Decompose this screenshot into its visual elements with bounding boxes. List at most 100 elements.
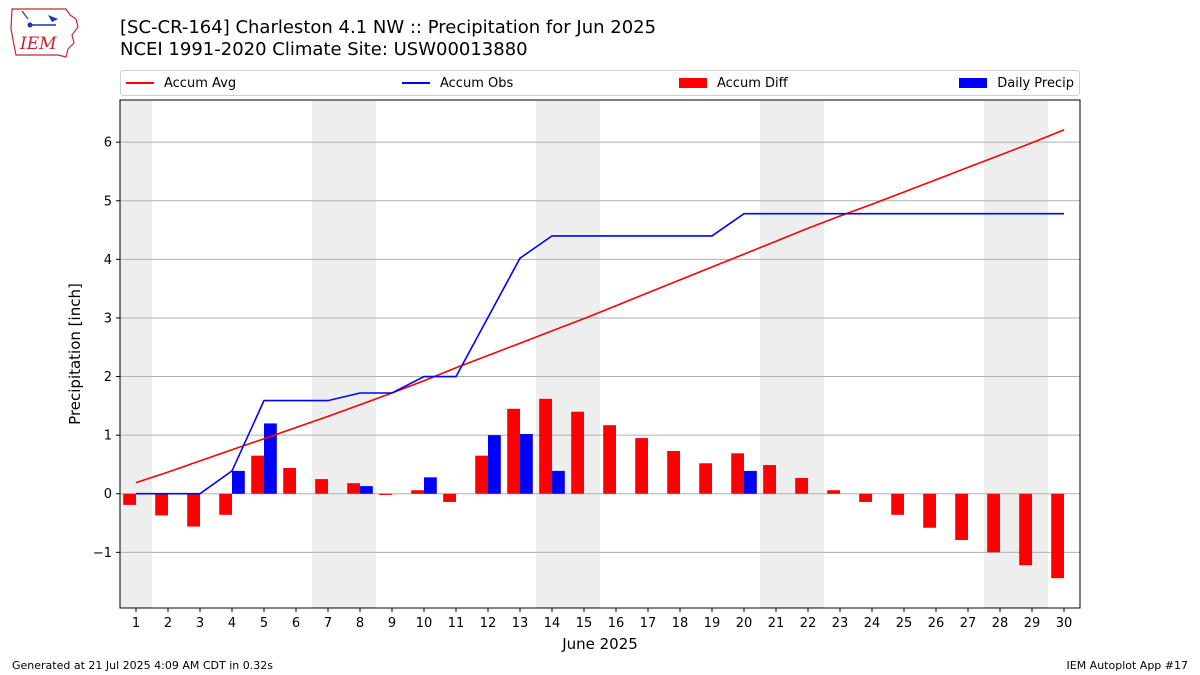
iem-logo: IEM	[8, 5, 80, 59]
iowa-state-outline-icon: IEM	[10, 8, 79, 58]
x-tick-label-27: 27	[960, 616, 977, 631]
footer-generated-text: Generated at 21 Jul 2025 4:09 AM CDT in …	[12, 659, 273, 672]
footer-app-text: IEM Autoplot App #17	[1066, 659, 1189, 672]
weekend-shade-day-8	[344, 100, 376, 608]
y-tick-label-2: 2	[104, 370, 112, 385]
y-tick-label-1: 1	[104, 429, 112, 444]
accum-diff-bar-day-7	[315, 479, 328, 494]
accum-diff-bar-day-6	[283, 467, 296, 494]
accum-diff-bar-day-11	[443, 493, 456, 502]
accum-diff-bar-day-22	[795, 477, 808, 494]
chart-title-block: [SC-CR-164] Charleston 4.1 NW :: Precipi…	[120, 17, 656, 61]
chart-title: [SC-CR-164] Charleston 4.1 NW :: Precipi…	[120, 17, 657, 38]
daily-precip-bar-day-8	[360, 486, 373, 494]
legend-label-accum-obs: Accum Obs	[440, 75, 514, 91]
x-tick-label-17: 17	[640, 616, 657, 631]
x-tick-label-4: 4	[228, 616, 236, 631]
x-tick-label-16: 16	[608, 616, 625, 631]
legend-swatch-accum-obs	[402, 82, 430, 84]
x-tick-label-6: 6	[292, 616, 300, 631]
weekend-shade-day-1	[120, 100, 152, 608]
accum-diff-bar-day-10	[411, 490, 424, 494]
accum-diff-bar-day-9	[379, 493, 392, 495]
accum-diff-bar-day-14	[539, 398, 552, 494]
accum-diff-bar-day-29	[1019, 493, 1032, 566]
weekend-shade-day-14	[536, 100, 568, 608]
x-tick-label-30: 30	[1056, 616, 1073, 631]
x-tick-label-22: 22	[800, 616, 817, 631]
chart-subtitle: NCEI 1991-2020 Climate Site: USW00013880	[120, 39, 528, 60]
x-tick-label-29: 29	[1024, 616, 1041, 631]
accum-diff-bar-day-27	[955, 493, 968, 541]
x-tick-label-11: 11	[448, 616, 465, 631]
daily-precip-bar-day-10	[424, 477, 437, 494]
x-tick-label-8: 8	[356, 616, 364, 631]
weekend-shade-day-15	[568, 100, 600, 608]
accum-diff-bar-day-3	[187, 493, 200, 527]
accum-diff-bar-day-26	[923, 493, 936, 528]
legend-item-accum-obs: Accum Obs	[402, 74, 513, 92]
y-axis-label: Precipitation [inch]	[66, 283, 84, 425]
legend-item-accum-avg: Accum Avg	[126, 74, 236, 92]
x-tick-label-2: 2	[164, 616, 172, 631]
plot-frame	[119, 99, 1081, 609]
accum-diff-bar-day-20	[731, 453, 744, 494]
x-tick-label-3: 3	[196, 616, 204, 631]
y-tick-label-3: 3	[104, 311, 112, 326]
x-tick-label-9: 9	[388, 616, 396, 631]
accum-diff-bar-day-8	[347, 483, 360, 494]
y-tick-label-4: 4	[104, 253, 112, 268]
x-tick-label-1: 1	[132, 616, 140, 631]
y-tick-label-0: 0	[104, 487, 112, 502]
x-tick-label-14: 14	[544, 616, 561, 631]
daily-precip-bar-day-14	[552, 470, 565, 494]
y-tick-label--1: −1	[93, 546, 112, 561]
accum-diff-bar-day-19	[699, 463, 712, 494]
legend-label-daily-precip: Daily Precip	[997, 75, 1074, 91]
x-tick-label-24: 24	[864, 616, 881, 631]
accum-avg-line	[135, 129, 1065, 484]
accum-diff-bar-day-18	[667, 450, 680, 494]
accum-obs-line	[136, 212, 1064, 495]
daily-precip-bar-day-12	[488, 435, 501, 494]
x-tick-label-7: 7	[324, 616, 332, 631]
accum-diff-bar-day-17	[635, 438, 648, 494]
accum-diff-bar-day-5	[251, 455, 264, 494]
legend-item-daily-precip: Daily Precip	[959, 74, 1074, 92]
legend-swatch-accum-diff	[679, 78, 707, 88]
x-tick-label-25: 25	[896, 616, 913, 631]
y-tick-label-5: 5	[104, 194, 112, 209]
legend-label-accum-avg: Accum Avg	[164, 75, 237, 91]
x-axis-label: June 2025	[561, 635, 638, 653]
daily-precip-bar-day-4	[232, 470, 245, 494]
chart-legend: Accum Avg Accum Obs Accum Diff Daily Pre…	[120, 70, 1080, 96]
daily-precip-bar-day-5	[264, 423, 277, 494]
accum-diff-bar-day-2	[155, 493, 168, 516]
x-tick-label-19: 19	[704, 616, 721, 631]
accum-diff-bar-day-12	[475, 455, 488, 494]
weekend-shade-day-7	[312, 100, 344, 608]
daily-precip-bar-day-13	[520, 433, 533, 494]
accum-diff-bar-day-15	[571, 411, 584, 494]
x-tick-label-26: 26	[928, 616, 945, 631]
daily-precip-bar-day-20	[744, 470, 757, 494]
x-tick-label-28: 28	[992, 616, 1009, 631]
legend-label-accum-diff: Accum Diff	[717, 75, 788, 91]
legend-item-accum-diff: Accum Diff	[679, 74, 788, 92]
x-tick-label-10: 10	[416, 616, 433, 631]
x-tick-label-18: 18	[672, 616, 689, 631]
x-tick-label-5: 5	[260, 616, 268, 631]
accum-diff-bar-day-28	[987, 493, 1000, 553]
y-tick-label-6: 6	[104, 136, 112, 151]
weekend-shade-day-21	[760, 100, 792, 608]
x-tick-label-23: 23	[832, 616, 849, 631]
accum-diff-bar-day-13	[507, 408, 520, 494]
accum-diff-bar-day-21	[763, 465, 776, 494]
x-tick-label-21: 21	[768, 616, 785, 631]
accum-diff-bar-day-25	[891, 493, 904, 515]
x-tick-label-20: 20	[736, 616, 753, 631]
svg-text:IEM: IEM	[19, 34, 57, 54]
weekend-shade-day-22	[792, 100, 824, 608]
x-tick-label-13: 13	[512, 616, 529, 631]
